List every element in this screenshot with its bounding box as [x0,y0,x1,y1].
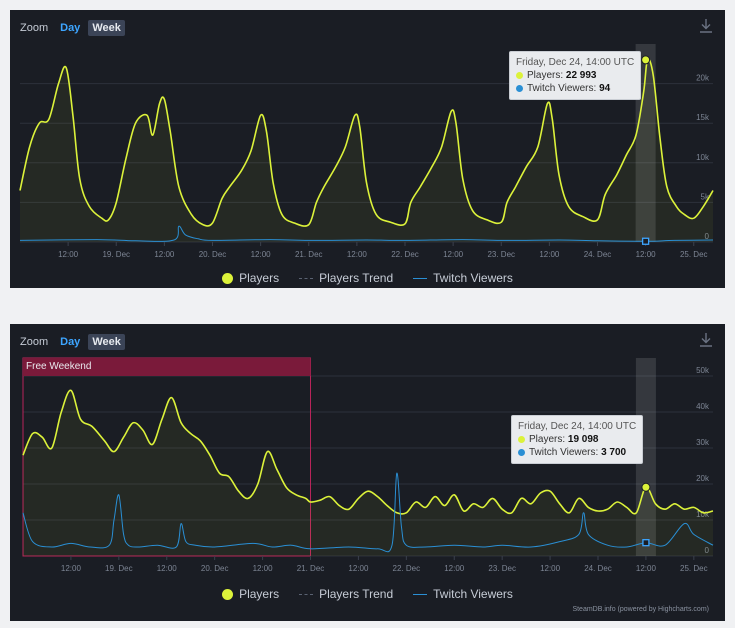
twitch-hover-point [641,237,650,245]
band-label: Free Weekend [26,361,92,372]
x-tick-label: 12:00 [443,250,464,259]
players-area [20,59,713,243]
tooltip-players-row: Players: 22 993 [516,69,634,82]
x-tick-label: 20. Dec [201,564,229,573]
y-tick-label: 10k [696,510,710,519]
legend-twitch-viewers[interactable]: Twitch Viewers [413,587,513,601]
players-marker-icon [222,272,234,284]
chart-tooltip: Friday, Dec 24, 14:00 UTC Players: 22 99… [509,51,642,100]
tooltip-title: Friday, Dec 24, 14:00 UTC [518,421,637,432]
legend-players-trend[interactable]: Players Trend [299,587,393,601]
free-weekend-header [23,358,311,376]
players-marker-icon [222,588,234,600]
x-tick-label: 12:00 [539,250,560,259]
twitch-series-line [19,225,714,242]
x-tick-label: 12:00 [154,250,175,259]
download-icon[interactable] [699,18,713,34]
y-tick-label: 40k [696,402,710,411]
zoom-week-button[interactable]: Week [88,20,125,36]
chart-tooltip: Friday, Dec 24, 14:00 UTC Players: 19 09… [511,415,644,464]
tooltip-players-value: 22 993 [565,70,597,81]
tooltip-twitch-value: 3 700 [601,447,627,458]
zoom-label: Zoom [20,336,49,348]
x-tick-label: 24. Dec [584,564,612,573]
x-tick-label: 12:00 [636,564,657,573]
chart-legend: Players Players Trend Twitch Viewers [10,271,725,285]
legend-players[interactable]: Players [222,587,279,601]
trend-line-icon [299,277,314,279]
chart-panel-1: 0 5k 10k 15k 20k 12:00 19. Dec 12:00 20. Dec 12:0… [10,10,725,288]
players-series-line [22,389,714,515]
x-tick-label: 12:00 [636,250,657,259]
y-tick-label: 20k [696,74,710,83]
zoom-day-button[interactable]: Day [60,22,81,34]
x-tick-label: 21. Dec [295,250,323,259]
x-tick-label: 24. Dec [584,250,612,259]
tooltip-players-label: Players: [529,434,566,445]
tooltip-twitch-label: Twitch Viewers: [527,83,597,94]
x-tick-label: 23. Dec [487,250,515,259]
players-hover-point [641,55,651,65]
zoom-bar: Zoom Day Week [20,334,125,350]
zoom-week-button[interactable]: Week [88,334,125,350]
x-tick-label: 21. Dec [297,564,325,573]
x-tick-label: 22. Dec [391,250,419,259]
players-area [23,390,713,556]
tooltip-twitch-label: Twitch Viewers: [529,447,599,458]
chart-canvas: 0 5k 10k 15k 20k 12:00 19. Dec 12:00 20. Dec 12:0… [19,44,714,259]
zoom-bar: Zoom Day Week [20,20,125,36]
x-tick-label: 12:00 [253,564,274,573]
x-tick-label: 12:00 [61,564,82,573]
zoom-label: Zoom [20,22,49,34]
x-tick-label: 12:00 [251,250,272,259]
twitch-series-line [22,472,714,553]
x-tick-label: 12:00 [347,250,368,259]
chart-panel-2: 0 10k 20k 30k 40k 50k 12:00 19. Dec 12:00 20. Dec… [10,324,725,621]
y-tick-label: 5k [701,192,710,201]
x-tick-label: 22. Dec [393,564,421,573]
hover-highlight [635,358,656,556]
x-tick-label: 25. Dec [680,564,708,573]
x-tick-label: 12:00 [540,564,561,573]
tooltip-twitch-row: Twitch Viewers: 3 700 [518,446,636,459]
tooltip-players-row: Players: 19 098 [518,433,636,446]
x-tick-label: 25. Dec [680,250,708,259]
zoom-day-button[interactable]: Day [60,336,81,348]
y-tick-label: 10k [696,153,710,162]
chart-legend: Players Players Trend Twitch Viewers [10,587,725,601]
trend-line-icon [299,593,314,595]
y-tick-label: 20k [696,474,710,483]
legend-players-trend[interactable]: Players Trend [299,271,393,285]
chart-canvas: 0 10k 20k 30k 40k 50k 12:00 19. Dec 12:00 20. Dec… [22,357,714,573]
x-tick-label: 12:00 [58,250,79,259]
twitch-hover-point [642,539,650,547]
chart-credit: SteamDB.info (powered by Highcharts.com) [572,606,709,613]
tooltip-twitch-row: Twitch Viewers: 94 [516,82,634,95]
y-tick-label: 30k [696,438,710,447]
x-tick-label: 20. Dec [199,250,227,259]
y-tick-label: 0 [705,232,710,241]
x-tick-label: 23. Dec [488,564,516,573]
y-tick-label: 50k [696,366,710,375]
download-icon[interactable] [699,332,713,348]
y-tick-label: 15k [696,113,710,122]
tooltip-players-label: Players: [527,70,564,81]
players-series-line [19,58,714,227]
x-tick-label: 12:00 [444,564,465,573]
x-tick-label: 12:00 [157,564,178,573]
y-tick-label: 0 [705,546,710,555]
x-tick-label: 19. Dec [102,250,130,259]
tooltip-twitch-value: 94 [599,83,611,94]
legend-twitch-viewers[interactable]: Twitch Viewers [413,271,513,285]
x-tick-label: 12:00 [348,564,369,573]
tooltip-title: Friday, Dec 24, 14:00 UTC [516,57,635,68]
tooltip-players-value: 19 098 [567,434,599,445]
players-hover-point [641,482,651,492]
twitch-line-icon [413,593,428,595]
x-tick-label: 19. Dec [105,564,133,573]
twitch-line-icon [413,277,428,279]
legend-players[interactable]: Players [222,271,279,285]
